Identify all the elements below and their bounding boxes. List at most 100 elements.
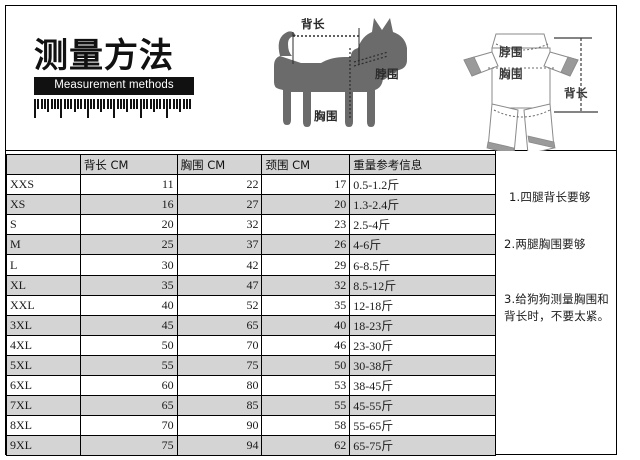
cell-back-length: 30 [79, 254, 178, 276]
cell-weight: 2.5-4斤 [349, 214, 496, 236]
cell-chest: 52 [176, 294, 263, 316]
table-header-cell: 重量参考信息 [349, 153, 496, 176]
page-title: 测量方法 [34, 36, 174, 76]
cell-size: 4XL [6, 334, 81, 356]
table-row: XXS 11 22 17 0.5-1.2斤 [6, 174, 496, 196]
cell-size: XXS [6, 174, 81, 196]
cell-neck: 20 [261, 194, 351, 216]
garment-measurement-diagram: 脖围 胸围 背长 [454, 12, 619, 155]
cell-chest: 37 [176, 234, 263, 256]
cell-neck: 26 [261, 234, 351, 256]
cell-back-length: 75 [79, 435, 178, 457]
cell-size: XXL [6, 294, 81, 316]
title-block: 测量方法 Measurement methods [34, 38, 194, 118]
cell-neck: 62 [261, 435, 351, 457]
header-banner: 测量方法 Measurement methods [6, 6, 619, 155]
cell-chest: 32 [176, 214, 263, 236]
table-header-cell: 胸围 CM [176, 153, 263, 176]
cell-size: 6XL [6, 375, 81, 397]
table-header-row: 背长 CM 胸围 CM 颈围 CM 重量参考信息 [6, 153, 496, 176]
cell-size: 3XL [6, 314, 81, 336]
cell-neck: 46 [261, 334, 351, 356]
table-row: 8XL 70 90 58 55-65斤 [6, 415, 496, 437]
cell-chest: 65 [176, 314, 263, 336]
cell-size: 9XL [6, 435, 81, 457]
cell-neck: 58 [261, 415, 351, 437]
cell-back-length: 40 [79, 294, 178, 316]
table-header-cell: 背长 CM [79, 153, 178, 176]
cell-neck: 23 [261, 214, 351, 236]
lower-section: 背长 CM 胸围 CM 颈围 CM 重量参考信息 XXS 11 22 17 0.5-1.2斤 XS… [6, 151, 616, 457]
cell-chest: 27 [176, 194, 263, 216]
table-row: XL 35 47 32 8.5-12斤 [6, 274, 496, 296]
cell-neck: 55 [261, 395, 351, 417]
table-row: XXL 40 52 35 12-18斤 [6, 294, 496, 316]
dog-label-back-length: 背长 [301, 17, 325, 31]
page-subtitle: Measurement methods [34, 77, 194, 95]
cell-size: L [6, 254, 81, 276]
cell-chest: 70 [176, 334, 263, 356]
note-item: 1.四腿背长要够 [509, 190, 591, 204]
cell-size: XL [6, 274, 81, 296]
cell-size: 5XL [6, 354, 81, 377]
cell-neck: 17 [261, 174, 351, 196]
cell-weight: 38-45斤 [349, 375, 496, 397]
table-row: XS 16 27 20 1.3-2.4斤 [6, 194, 496, 216]
cell-back-length: 70 [79, 415, 178, 437]
cell-weight: 4-6斤 [349, 234, 496, 256]
cell-back-length: 55 [79, 354, 178, 377]
cell-weight: 30-38斤 [349, 354, 496, 377]
cell-size: 7XL [6, 395, 81, 417]
table-row: 9XL 75 94 62 65-75斤 [6, 435, 496, 457]
cell-weight: 65-75斤 [349, 435, 496, 457]
cell-neck: 32 [261, 274, 351, 296]
cell-neck: 40 [261, 314, 351, 336]
cell-chest: 94 [176, 435, 263, 457]
dog-label-neck: 脖围 [375, 67, 399, 81]
cell-weight: 0.5-1.2斤 [349, 174, 496, 196]
cell-back-length: 45 [79, 314, 178, 336]
garment-label-back-length: 背长 [564, 86, 588, 100]
cell-back-length: 35 [79, 274, 178, 296]
dog-label-chest: 胸围 [314, 109, 338, 123]
cell-size: M [6, 234, 81, 256]
table-row: 6XL 60 80 53 38-45斤 [6, 375, 496, 397]
garment-outline-icon [463, 33, 598, 155]
table-row: L 30 42 29 6-8.5斤 [6, 254, 496, 276]
table-row: M 25 37 26 4-6斤 [6, 234, 496, 256]
notes-panel: 1.四腿背长要够 2.两腿胸围要够 3.给狗狗测量胸围和背长时，不要太紧。 [502, 151, 614, 454]
cell-back-length: 25 [79, 234, 178, 256]
cell-chest: 22 [176, 174, 263, 196]
cell-size: S [6, 214, 81, 236]
size-chart-page: 测量方法 Measurement methods [5, 5, 619, 457]
table-row: 7XL 65 85 55 45-55斤 [6, 395, 496, 417]
garment-label-chest: 胸围 [499, 67, 523, 81]
cell-neck: 53 [261, 375, 351, 397]
cell-weight: 6-8.5斤 [349, 254, 496, 276]
dog-measurement-diagram: 背长 脖围 胸围 [262, 14, 412, 149]
note-item: 3.给狗狗测量胸围和背长时，不要太紧。 [504, 292, 610, 323]
cell-weight: 55-65斤 [349, 415, 496, 437]
cell-weight: 8.5-12斤 [349, 274, 496, 296]
cell-weight: 1.3-2.4斤 [349, 194, 496, 216]
table-header-cell [6, 153, 81, 176]
cell-weight: 18-23斤 [349, 314, 496, 336]
size-table: 背长 CM 胸围 CM 颈围 CM 重量参考信息 XXS 11 22 17 0.5-1.2斤 XS… [6, 153, 496, 457]
cell-weight: 23-30斤 [349, 334, 496, 356]
cell-chest: 42 [176, 254, 263, 276]
cell-back-length: 20 [79, 214, 178, 236]
cell-weight: 12-18斤 [349, 294, 496, 316]
cell-chest: 80 [176, 375, 263, 397]
cell-chest: 90 [176, 415, 263, 437]
cell-back-length: 65 [79, 395, 178, 417]
cell-neck: 35 [261, 294, 351, 316]
cell-back-length: 50 [79, 334, 178, 356]
cell-chest: 85 [176, 395, 263, 417]
cell-chest: 75 [176, 354, 263, 377]
garment-label-neck: 脖围 [499, 45, 523, 59]
cell-size: XS [6, 194, 81, 216]
cell-neck: 29 [261, 254, 351, 276]
ruler-icon [34, 99, 194, 118]
table-row: 5XL 55 75 50 30-38斤 [6, 354, 496, 377]
dog-silhouette-icon [274, 18, 407, 127]
